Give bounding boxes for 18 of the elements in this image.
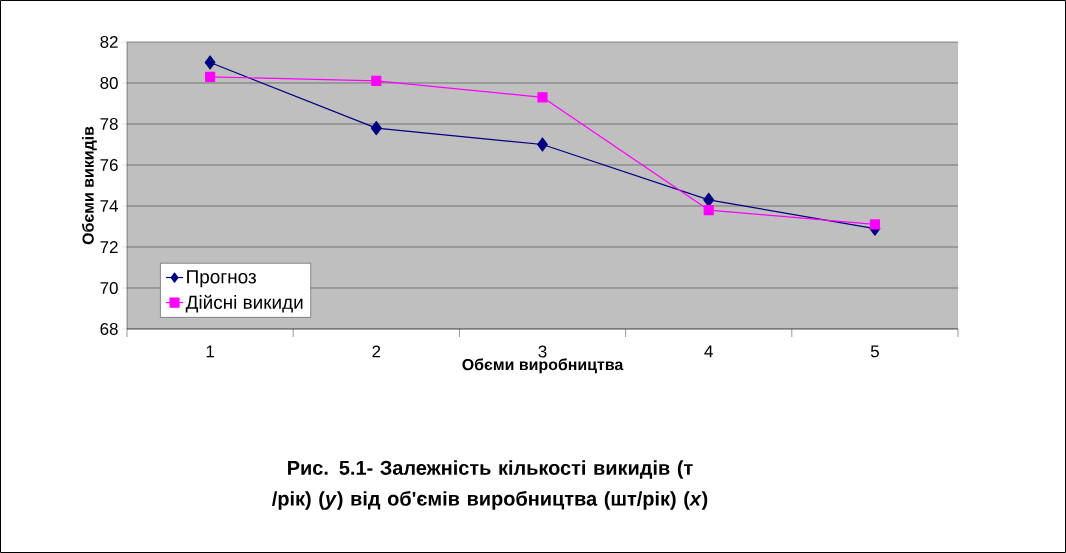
y-tick-label: 72 xyxy=(100,241,118,253)
legend-label: Дійсні викиди xyxy=(185,294,303,313)
y-tick-label: 68 xyxy=(100,323,118,335)
x-tick-label: 1 xyxy=(206,345,214,358)
legend-label: Прогноз xyxy=(187,270,256,288)
y-tick-label: 80 xyxy=(100,77,118,89)
text: Рис. 5.1- Залежність кількості викидів (т /рік) (y) від об'ємів виробництва (шт/рік) (x) xyxy=(271,460,708,510)
x-tick-label: 5 xyxy=(870,345,879,358)
y-tick-label: 70 xyxy=(100,282,118,294)
x-tick-label: 2 xyxy=(372,345,381,358)
y-axis-title: Обєми викидів xyxy=(81,126,97,245)
y-tick-label: 74 xyxy=(100,200,118,212)
x-tick-label: 4 xyxy=(704,345,713,358)
y-tick-label: 82 xyxy=(100,36,118,48)
y-tick-label: 78 xyxy=(100,118,118,130)
x-tick-label: 3 xyxy=(538,345,547,358)
y-tick-label: 76 xyxy=(100,159,118,171)
x-axis-title: Обєми виробництва xyxy=(462,358,624,374)
